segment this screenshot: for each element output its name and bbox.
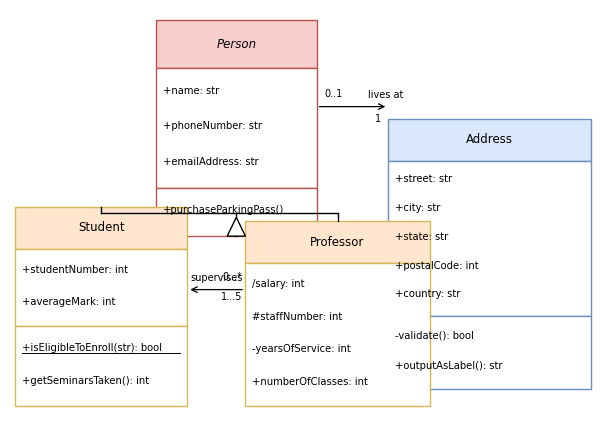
- Text: +isEligibleToEnroll(str): bool: +isEligibleToEnroll(str): bool: [22, 343, 162, 353]
- Text: #staffNumber: int: #staffNumber: int: [252, 312, 343, 322]
- Text: +phoneNumber: str: +phoneNumber: str: [163, 122, 262, 131]
- Text: +name: str: +name: str: [163, 87, 219, 96]
- Text: +country: str: +country: str: [395, 289, 461, 299]
- Text: +city: str: +city: str: [395, 203, 441, 213]
- Text: +purchaseParkingPass(): +purchaseParkingPass(): [163, 206, 284, 215]
- Text: 1: 1: [375, 114, 381, 124]
- Polygon shape: [227, 217, 245, 236]
- Bar: [245, 263, 430, 406]
- Text: +studentNumber: int: +studentNumber: int: [22, 265, 128, 275]
- Text: +outputAsLabel(): str: +outputAsLabel(): str: [395, 361, 503, 371]
- Bar: [156, 188, 317, 236]
- Bar: [15, 249, 188, 326]
- Text: +postalCode: int: +postalCode: int: [395, 260, 479, 271]
- Text: 0...*: 0...*: [222, 272, 242, 282]
- Bar: [388, 316, 591, 389]
- Text: +street: str: +street: str: [395, 174, 452, 184]
- Text: +emailAddress: str: +emailAddress: str: [163, 157, 259, 167]
- Text: -yearsOfService: int: -yearsOfService: int: [252, 344, 351, 354]
- Text: 1...5: 1...5: [220, 292, 242, 302]
- Text: +state: str: +state: str: [395, 232, 449, 242]
- Text: Person: Person: [216, 38, 256, 51]
- Text: Student: Student: [78, 221, 124, 234]
- Bar: [156, 20, 317, 68]
- Text: Professor: Professor: [311, 236, 365, 249]
- Text: +numberOfClasses: int: +numberOfClasses: int: [252, 377, 368, 387]
- Text: lives at: lives at: [368, 90, 404, 100]
- Text: supervises: supervises: [190, 273, 242, 283]
- Bar: [15, 326, 188, 406]
- Text: +averageMark: int: +averageMark: int: [22, 297, 115, 307]
- Bar: [156, 68, 317, 188]
- Text: /salary: int: /salary: int: [252, 279, 305, 289]
- Text: Address: Address: [466, 133, 513, 146]
- Bar: [245, 222, 430, 263]
- Text: +getSeminarsTaken(): int: +getSeminarsTaken(): int: [22, 376, 149, 386]
- Bar: [388, 119, 591, 161]
- Text: -validate(): bool: -validate(): bool: [395, 331, 474, 341]
- Bar: [388, 161, 591, 316]
- Text: 0..1: 0..1: [324, 89, 342, 99]
- Bar: [15, 207, 188, 249]
